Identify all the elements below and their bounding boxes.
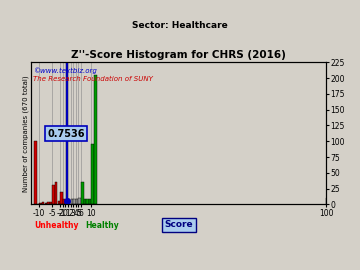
Bar xyxy=(52,185,55,204)
Text: Sector: Healthcare: Sector: Healthcare xyxy=(132,21,228,30)
Bar xyxy=(73,199,76,204)
Bar xyxy=(50,202,52,204)
Bar xyxy=(91,144,94,204)
Bar xyxy=(60,192,63,204)
Text: ©www.textbiz.org: ©www.textbiz.org xyxy=(33,67,96,74)
Text: Healthy: Healthy xyxy=(85,221,119,230)
Bar xyxy=(81,182,84,204)
X-axis label: Score: Score xyxy=(165,220,193,229)
Bar xyxy=(34,141,37,204)
Text: The Research Foundation of SUNY: The Research Foundation of SUNY xyxy=(33,76,153,82)
Bar xyxy=(326,198,329,204)
Bar xyxy=(63,199,65,204)
Bar xyxy=(66,200,68,204)
Title: Z''-Score Histogram for CHRS (2016): Z''-Score Histogram for CHRS (2016) xyxy=(72,50,286,60)
Bar xyxy=(39,203,42,204)
Y-axis label: Number of companies (670 total): Number of companies (670 total) xyxy=(22,75,29,192)
Bar xyxy=(55,182,58,204)
Bar xyxy=(45,203,47,204)
Bar xyxy=(78,198,81,204)
Bar xyxy=(42,202,44,204)
Bar xyxy=(68,199,71,204)
Bar xyxy=(94,75,96,204)
Bar xyxy=(58,201,60,204)
Bar xyxy=(71,199,73,204)
Bar xyxy=(47,202,50,204)
Text: 0.7536: 0.7536 xyxy=(47,129,85,139)
Bar xyxy=(86,199,89,204)
Text: Unhealthy: Unhealthy xyxy=(34,221,78,230)
Bar xyxy=(84,199,86,204)
Bar xyxy=(89,199,91,204)
Bar xyxy=(76,199,78,204)
